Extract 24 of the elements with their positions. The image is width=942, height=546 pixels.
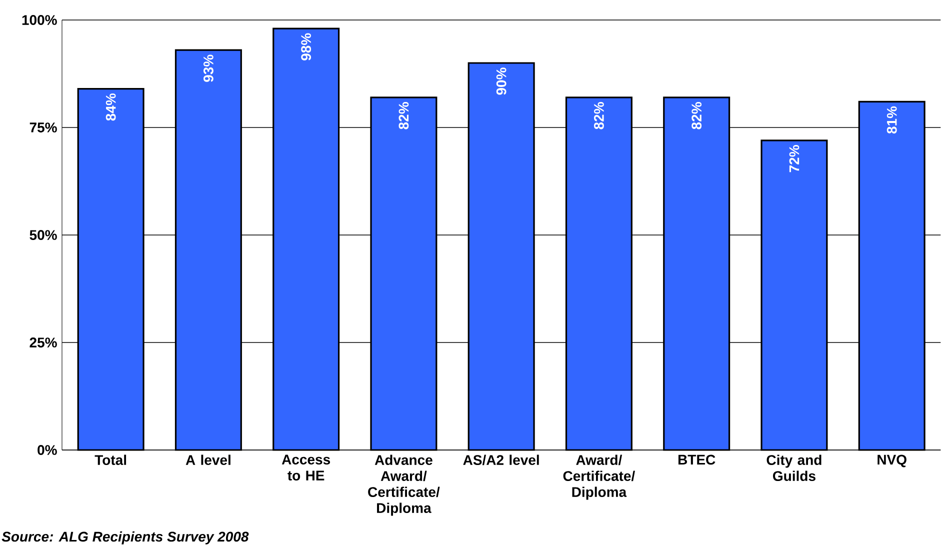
data-label: 82%: [398, 102, 409, 130]
text: Source: ALG Recipients Survey 2008: [2, 531, 249, 544]
y-tick-label: 75%: [30, 122, 57, 132]
y-tick-label: 100%: [22, 15, 57, 25]
x-tick-label: AS/A2 level: [463, 454, 539, 466]
x-tick-label: Total: [94, 454, 126, 466]
x-tick-label: A level: [186, 454, 230, 466]
data-label: 98%: [301, 33, 312, 60]
x-tick-label: Award/ Certificate/ Diploma: [563, 454, 635, 500]
x-tick-label: Access to HE: [282, 454, 330, 480]
x-tick-label: BTEC: [678, 454, 716, 465]
data-label: 82%: [594, 102, 604, 130]
x-tick-label: Advance Award/ Certificate/ Diploma: [368, 454, 440, 516]
y-tick-label: 50%: [30, 230, 57, 240]
data-label: 81%: [886, 106, 897, 134]
x-tick-label: NVQ: [878, 454, 906, 468]
data-label: 72%: [789, 145, 800, 172]
data-label: 82%: [692, 102, 702, 130]
x-tick-label: City and Guilds: [766, 454, 822, 482]
y-tick-label: 0%: [38, 445, 57, 455]
data-label: 93%: [203, 54, 214, 82]
y-tick-label: 25%: [30, 338, 57, 348]
data-label: 90%: [496, 68, 506, 95]
data-label: 84%: [106, 93, 116, 121]
